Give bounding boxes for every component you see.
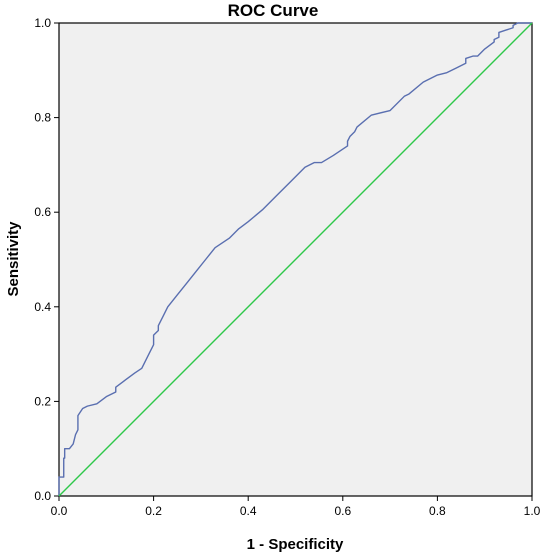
series-layer xyxy=(58,22,533,497)
y-tick-label: 0.4 xyxy=(34,300,51,314)
y-tick-label: 0.8 xyxy=(34,111,51,125)
y-tick-label: 0.6 xyxy=(34,205,51,219)
axis-tick-labels: 0.0 0.2 0.4 0.6 0.8 1.0 0.0 0.2 0.4 0.6 0.8 1.0 xyxy=(34,16,540,518)
x-tick-label: 1.0 xyxy=(524,504,541,518)
y-tick-label: 0.2 xyxy=(34,394,51,408)
y-tick-label: 0.0 xyxy=(34,489,51,503)
chart-title: ROC Curve xyxy=(228,1,319,20)
x-tick-label: 0.0 xyxy=(51,504,68,518)
x-tick-label: 0.4 xyxy=(240,504,257,518)
x-tick-label: 0.2 xyxy=(145,504,162,518)
y-axis-label: Sensitivity xyxy=(5,221,22,297)
reference-diagonal-line xyxy=(58,22,533,497)
roc-curve-line xyxy=(58,22,532,496)
axis-ticks xyxy=(54,22,533,501)
x-tick-label: 0.8 xyxy=(429,504,446,518)
x-axis-label: 1 - Specificity xyxy=(247,536,344,553)
y-tick-label: 1.0 xyxy=(34,16,51,30)
x-tick-label: 0.6 xyxy=(334,504,351,518)
